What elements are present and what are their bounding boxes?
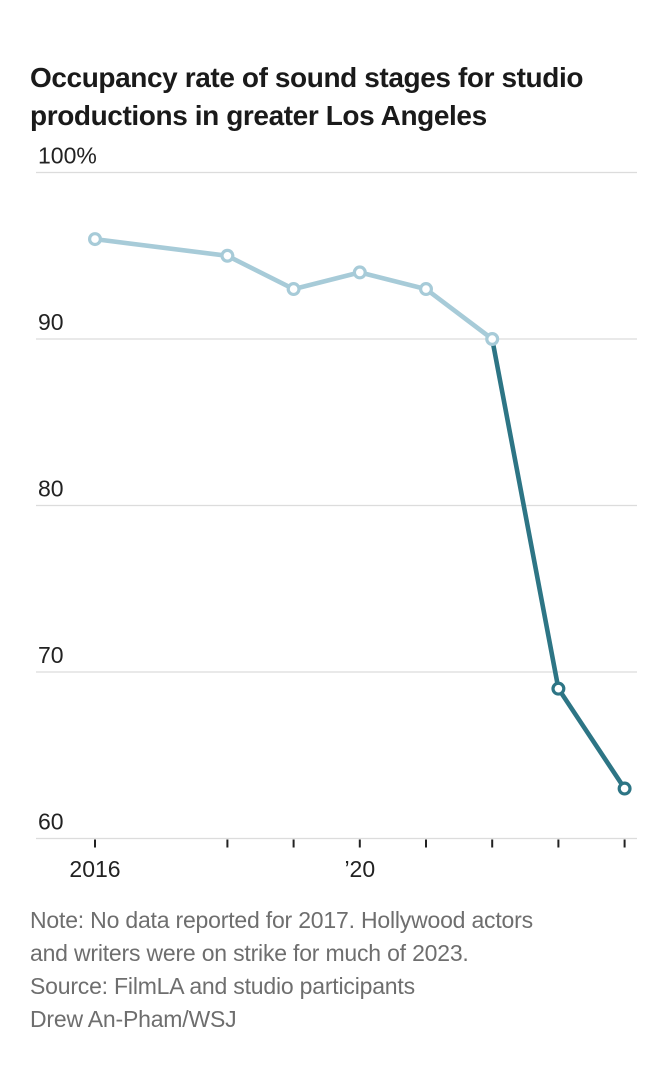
series-line-late [489, 336, 627, 791]
y-axis-label-90: 90 [38, 309, 64, 335]
note-line-1: Note: No data reported for 2017. Hollywo… [30, 907, 533, 933]
x-axis-label-2020: ’20 [344, 856, 375, 882]
data-point-2016 [87, 232, 102, 247]
data-point-2022 [485, 332, 500, 347]
data-point-2023 [551, 681, 566, 696]
data-point-2019 [286, 282, 301, 297]
y-axis-label-60: 60 [38, 809, 64, 835]
chart-title: Occupancy rate of sound stages for studi… [30, 59, 640, 135]
data-point-2020 [352, 265, 367, 280]
y-axis-label-80: 80 [38, 476, 64, 502]
y-axis-label-70: 70 [38, 642, 64, 668]
chart-title-line-2: productions in greater Los Angeles [30, 99, 487, 131]
data-point-2021 [419, 282, 434, 297]
y-axis-label-100: 100% [38, 143, 97, 169]
source-line: Source: FilmLA and studio participants [30, 973, 415, 999]
chart-footer: Note: No data reported for 2017. Hollywo… [30, 904, 533, 1036]
credit-line: Drew An-Pham/WSJ [30, 1006, 237, 1032]
chart-title-line-1: Occupancy rate of sound stages for studi… [30, 61, 584, 93]
data-point-2018 [220, 248, 235, 263]
note-line-2: and writers were on strike for much of 2… [30, 940, 469, 966]
series-line-early [92, 236, 495, 342]
data-point-2024 [617, 781, 632, 796]
x-axis-label-2016: 2016 [69, 856, 120, 882]
